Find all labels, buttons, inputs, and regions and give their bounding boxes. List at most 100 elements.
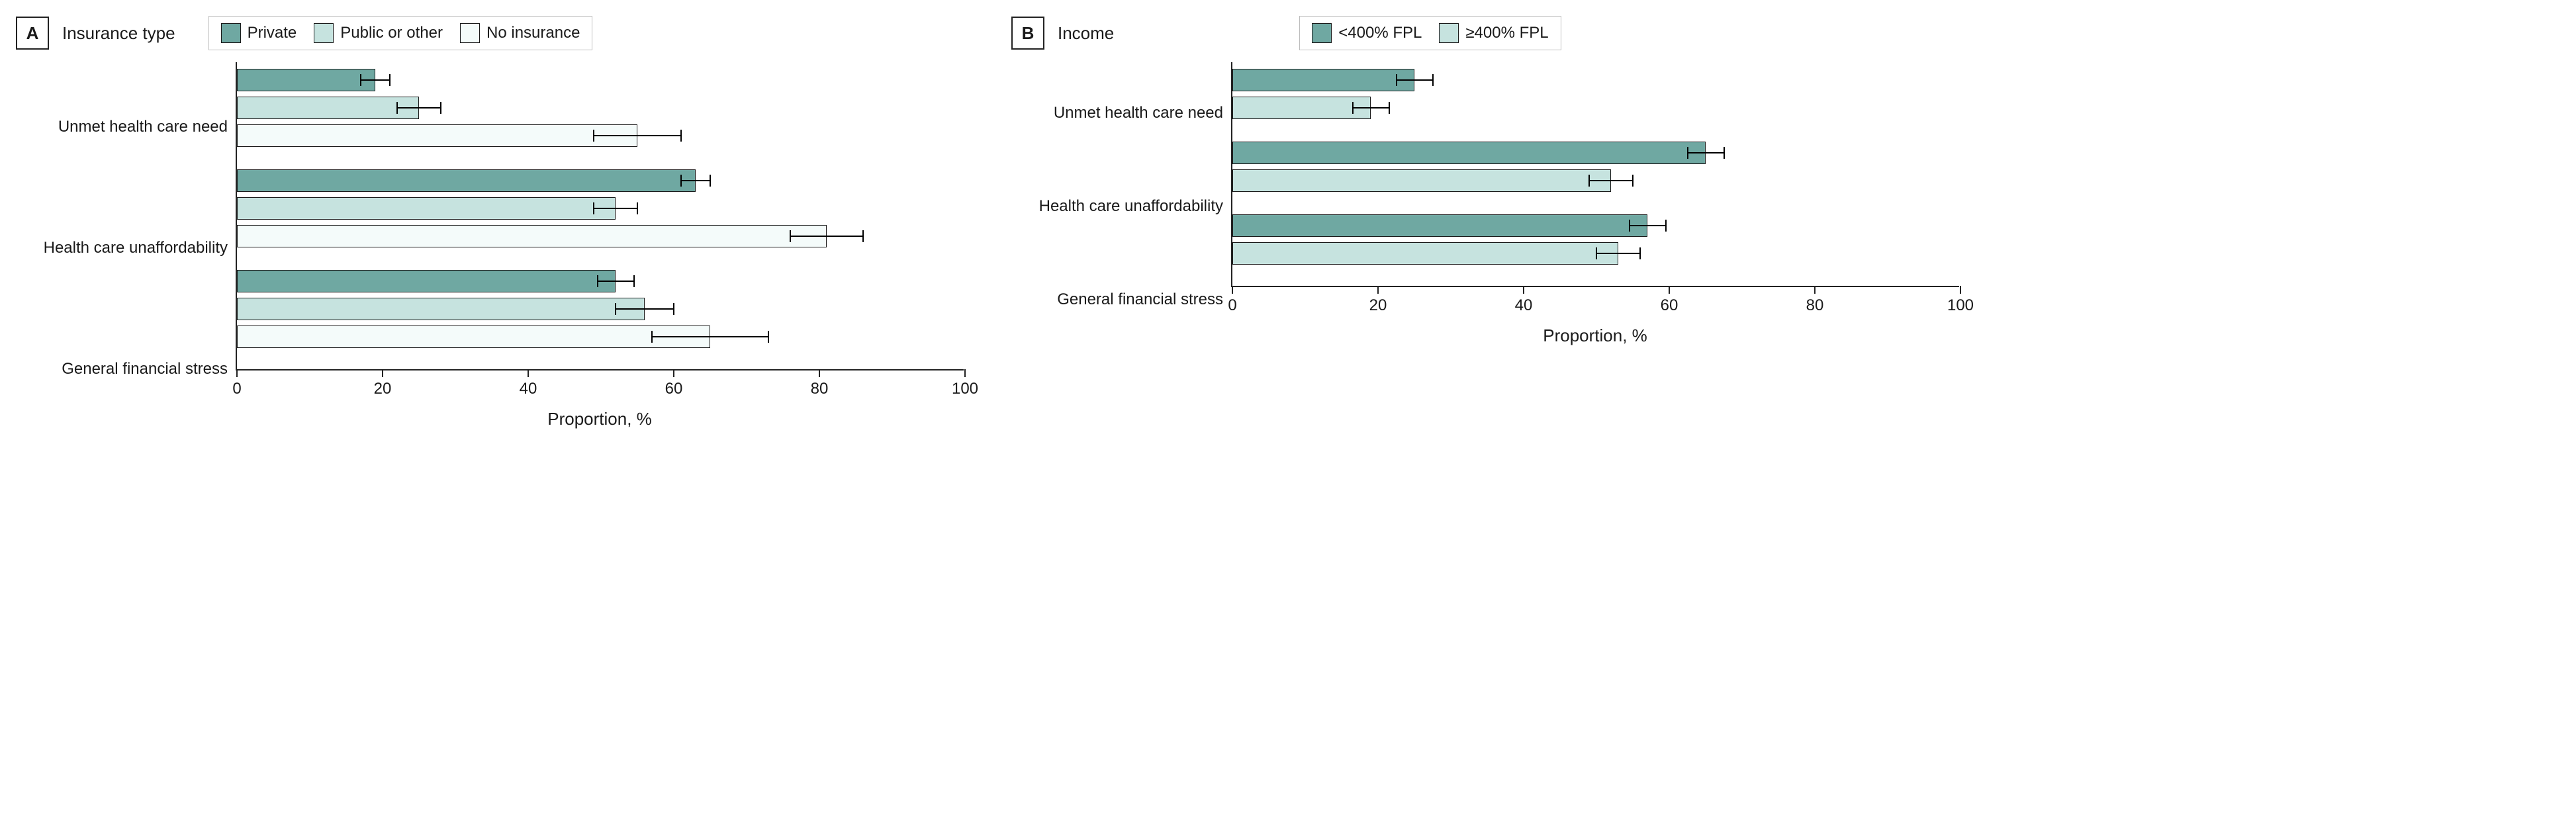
x-tick-label: 20 <box>374 380 392 398</box>
error-cap <box>1588 175 1590 187</box>
panel-b-title: Income <box>1058 23 1114 44</box>
category-label: Unmet health care need <box>1011 77 1223 150</box>
bar-row <box>237 298 645 320</box>
error-cap <box>1687 147 1688 159</box>
x-tick-label: 0 <box>232 380 241 398</box>
error-cap <box>651 331 653 343</box>
x-tick <box>819 369 820 377</box>
bar <box>1232 97 1371 119</box>
error-cap <box>615 303 616 315</box>
error-cap <box>680 130 682 142</box>
bar <box>237 197 616 220</box>
x-tick <box>1232 286 1233 294</box>
error-bar <box>1353 107 1389 109</box>
figure-row: A Insurance type Private Public or other N… <box>16 16 2560 429</box>
panel-a-plot: 020406080100 Proportion, % <box>236 62 964 429</box>
bar-row <box>237 97 419 119</box>
panel-a-title: Insurance type <box>62 23 175 44</box>
error-bar <box>397 107 441 109</box>
panel-b-legend: <400% FPL ≥400% FPL <box>1299 16 1561 50</box>
panel-b-letter: B <box>1011 17 1044 50</box>
bar <box>237 69 375 91</box>
legend-label: No insurance <box>486 24 580 42</box>
x-tick-label: 40 <box>520 380 537 398</box>
legend-item: Public or other <box>314 23 443 43</box>
bar-row <box>1232 169 1611 192</box>
error-cap <box>637 202 638 214</box>
bar-row <box>237 124 637 147</box>
category-label: Health care unaffordability <box>16 198 228 298</box>
x-tick-label: 40 <box>1515 296 1533 315</box>
x-tick <box>1814 286 1816 294</box>
bar-row <box>1232 97 1371 119</box>
x-tick <box>1669 286 1670 294</box>
error-cap <box>1665 220 1667 232</box>
error-bar <box>1596 253 1640 254</box>
error-bar <box>616 308 674 310</box>
legend-swatch <box>314 23 334 43</box>
legend-label: <400% FPL <box>1338 24 1422 42</box>
panel-a: A Insurance type Private Public or other N… <box>16 16 964 429</box>
error-cap <box>790 230 791 242</box>
bar-row <box>237 270 616 292</box>
x-tick-label: 60 <box>1661 296 1679 315</box>
category-label: General financial stress <box>16 319 228 419</box>
x-tick <box>382 369 383 377</box>
bar-row <box>1232 69 1414 91</box>
legend-item: <400% FPL <box>1312 23 1422 43</box>
legend-item: ≥400% FPL <box>1439 23 1548 43</box>
x-tick <box>528 369 529 377</box>
error-cap <box>593 130 594 142</box>
error-cap <box>768 331 769 343</box>
bar-row <box>237 169 696 192</box>
error-cap <box>1596 247 1597 259</box>
error-bar <box>1688 152 1724 153</box>
error-cap <box>440 102 441 114</box>
panel-a-ylabels: Unmet health care need Health care unaffo… <box>16 62 236 429</box>
bar <box>237 326 710 348</box>
bar <box>1232 169 1611 192</box>
error-cap <box>1352 102 1354 114</box>
error-cap <box>633 275 635 287</box>
legend-item: Private <box>221 23 297 43</box>
error-cap <box>673 303 674 315</box>
x-tick-label: 60 <box>665 380 683 398</box>
x-tick-label: 0 <box>1228 296 1236 315</box>
error-cap <box>597 275 598 287</box>
error-bar <box>1630 225 1666 226</box>
error-cap <box>593 202 594 214</box>
panel-a-x-title: Proportion, % <box>236 409 964 429</box>
bar-row <box>1232 214 1647 237</box>
error-cap <box>1396 74 1397 86</box>
category-label: General financial stress <box>1011 263 1223 336</box>
error-cap <box>680 175 682 187</box>
error-cap <box>396 102 398 114</box>
legend-label: Public or other <box>340 24 443 42</box>
error-bar <box>652 336 768 337</box>
panel-b: B Income <400% FPL ≥400% FPL Unmet health… <box>1011 16 1959 346</box>
error-cap <box>1639 247 1641 259</box>
error-bar <box>681 180 710 181</box>
bar <box>237 124 637 147</box>
panel-a-plot-area: 020406080100 <box>236 62 964 370</box>
panel-a-letter: A <box>16 17 49 50</box>
error-cap <box>862 230 864 242</box>
error-cap <box>1432 74 1434 86</box>
error-cap <box>1389 102 1390 114</box>
error-bar <box>598 281 634 282</box>
bar-row <box>1232 242 1618 265</box>
error-bar <box>594 208 637 209</box>
error-cap <box>1632 175 1633 187</box>
error-cap <box>1724 147 1725 159</box>
error-cap <box>1629 220 1630 232</box>
bar <box>1232 242 1618 265</box>
bar <box>237 270 616 292</box>
panel-b-plot: 020406080100 Proportion, % <box>1231 62 1959 346</box>
x-tick-label: 20 <box>1369 296 1387 315</box>
x-tick-label: 80 <box>811 380 829 398</box>
category-label: Unmet health care need <box>16 77 228 177</box>
bar-row <box>237 197 616 220</box>
x-tick <box>1960 286 1961 294</box>
error-bar <box>1397 79 1433 81</box>
error-cap <box>389 74 391 86</box>
